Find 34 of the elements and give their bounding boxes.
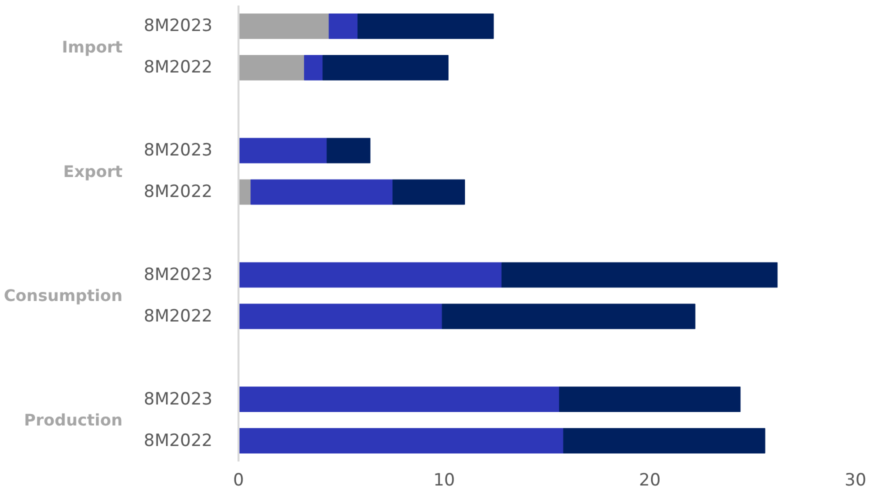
bar — [238, 54, 305, 80]
x-tick-label: 0 — [233, 470, 244, 490]
bar — [322, 54, 449, 80]
y-tick-label: 8M2022 — [144, 306, 213, 326]
bar — [238, 14, 330, 39]
y-tick-label: 8M2023 — [144, 140, 213, 161]
bar — [238, 428, 564, 454]
x-tick-label: 20 — [639, 470, 661, 490]
bar — [358, 14, 494, 39]
y-tick-label: 8M2022 — [144, 58, 213, 78]
y-tick-label: 8M2022 — [144, 182, 213, 202]
bar — [392, 179, 465, 205]
bar — [326, 138, 370, 164]
bar — [250, 179, 393, 205]
bar — [442, 304, 696, 330]
bar — [238, 304, 442, 330]
y-tick-label: 8M2023 — [144, 389, 213, 410]
x-tick-label: 30 — [844, 470, 866, 490]
text: Production — [24, 410, 122, 430]
bar — [563, 428, 766, 454]
bar — [559, 386, 741, 412]
bar — [304, 54, 324, 80]
text: Export — [63, 162, 123, 181]
y-tick-label: 8M2022 — [144, 430, 213, 451]
x-tick-label: 10 — [433, 470, 455, 490]
bar — [238, 386, 560, 412]
bar — [238, 262, 502, 288]
bar — [328, 14, 358, 39]
text: Consumption — [4, 286, 123, 306]
y-tick-label: 8M2023 — [144, 264, 213, 285]
text: Import — [62, 37, 123, 56]
y-tick-label: 8M2023 — [144, 16, 213, 36]
bar — [502, 262, 778, 288]
bar — [238, 138, 328, 164]
